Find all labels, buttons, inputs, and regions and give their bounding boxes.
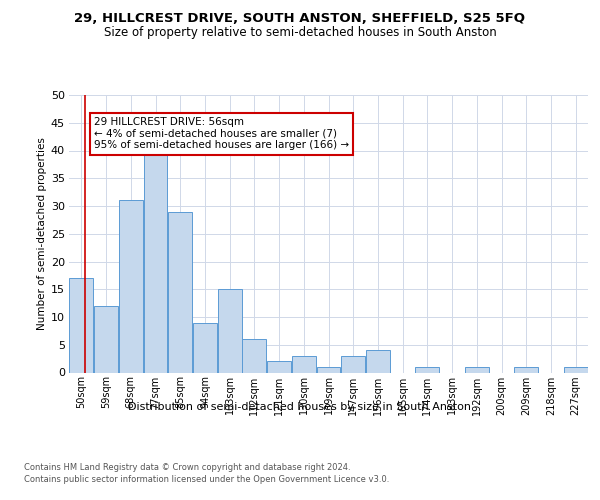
Bar [193,322,217,372]
Bar [70,278,94,372]
Bar [514,367,538,372]
Bar [94,306,118,372]
Text: Contains HM Land Registry data © Crown copyright and database right 2024.: Contains HM Land Registry data © Crown c… [24,462,350,471]
Text: 29 HILLCREST DRIVE: 56sqm
← 4% of semi-detached houses are smaller (7)
95% of se: 29 HILLCREST DRIVE: 56sqm ← 4% of semi-d… [94,117,349,150]
Bar [168,212,192,372]
Text: Distribution of semi-detached houses by size in South Anston: Distribution of semi-detached houses by … [128,402,472,412]
Bar [143,140,167,372]
Bar [242,339,266,372]
Bar [366,350,390,372]
Bar [292,356,316,372]
Text: 29, HILLCREST DRIVE, SOUTH ANSTON, SHEFFIELD, S25 5FQ: 29, HILLCREST DRIVE, SOUTH ANSTON, SHEFF… [74,12,526,26]
Text: Contains public sector information licensed under the Open Government Licence v3: Contains public sector information licen… [24,475,389,484]
Bar [341,356,365,372]
Bar [218,289,242,372]
Bar [119,200,143,372]
Bar [563,367,587,372]
Bar [267,362,291,372]
Y-axis label: Number of semi-detached properties: Number of semi-detached properties [37,138,47,330]
Bar [465,367,489,372]
Text: Size of property relative to semi-detached houses in South Anston: Size of property relative to semi-detach… [104,26,496,39]
Bar [415,367,439,372]
Bar [317,367,340,372]
